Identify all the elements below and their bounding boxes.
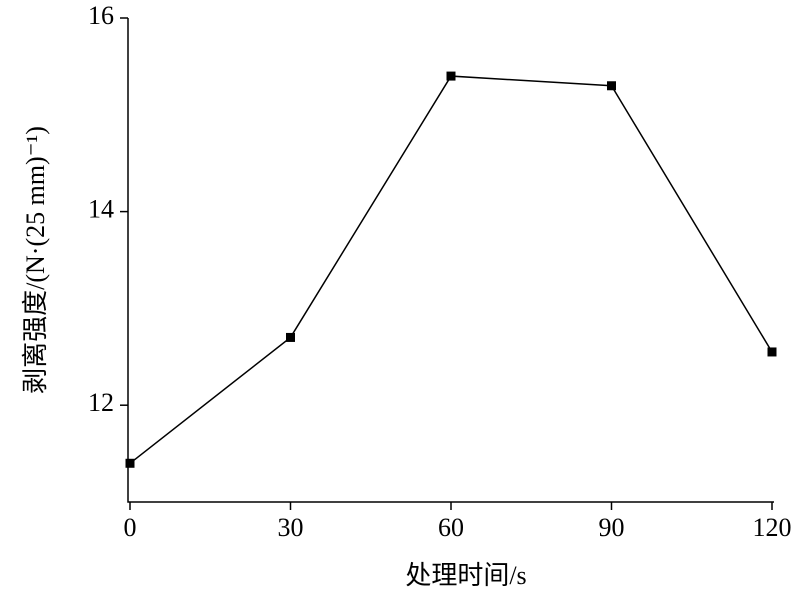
x-tick-label: 0 — [124, 513, 137, 542]
x-tick-label: 120 — [753, 513, 792, 542]
x-tick-label: 90 — [599, 513, 625, 542]
x-tick-label: 60 — [438, 513, 464, 542]
y-tick-label: 12 — [88, 388, 114, 417]
marker — [286, 332, 295, 342]
series-line — [129, 75, 773, 464]
axes — [127, 18, 774, 503]
y-tick-label: 16 — [88, 1, 114, 30]
marker — [607, 81, 616, 91]
y-axis-label: 剥离强度/(N·(25 mm)⁻¹) — [21, 126, 50, 394]
y-tick-label: 14 — [88, 195, 114, 224]
x-axis-label: 处理时间/s — [405, 561, 526, 590]
marker — [446, 71, 456, 81]
x-tick-label: 30 — [278, 513, 304, 542]
marker — [125, 458, 135, 468]
marker — [767, 347, 777, 357]
